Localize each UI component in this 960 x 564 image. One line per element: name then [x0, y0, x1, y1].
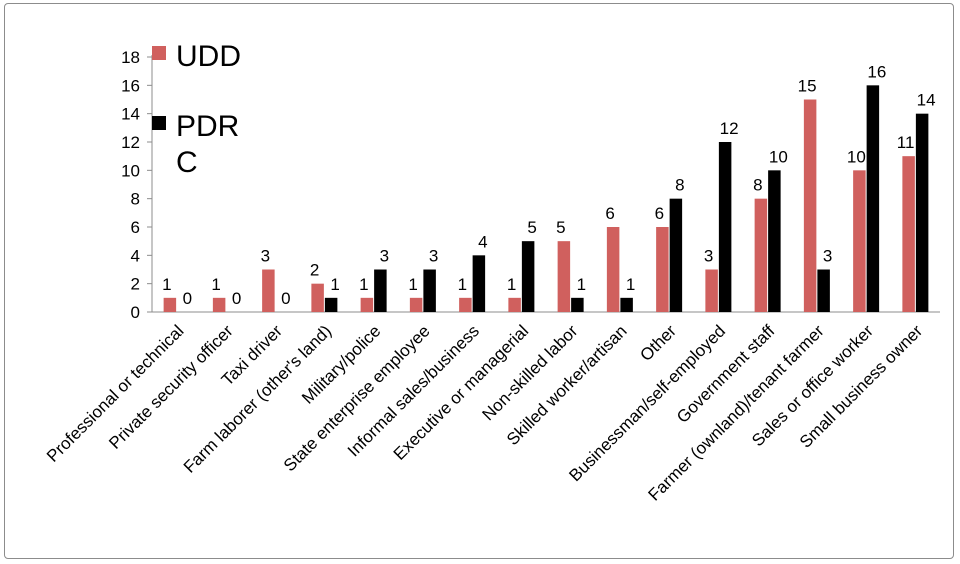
data-label-pdrc: 0 [281, 289, 290, 308]
bar-udd [656, 227, 669, 312]
bar-udd [459, 297, 472, 312]
data-label-pdrc: 5 [527, 218, 536, 237]
y-tick-label: 6 [131, 218, 140, 237]
bar-udd [606, 227, 620, 312]
bar-udd [311, 283, 324, 312]
data-label-udd: 10 [847, 147, 866, 166]
data-label-udd: 5 [556, 218, 565, 237]
bar-udd [557, 241, 571, 312]
bar-pdrc [866, 85, 880, 312]
legend-label-pdrc: PDR [176, 110, 239, 143]
data-label-pdrc: 4 [478, 232, 487, 251]
data-label-udd: 8 [753, 176, 762, 195]
bar-pdrc [620, 297, 633, 312]
data-label-udd: 11 [897, 133, 915, 152]
legend-label-udd: UDD [176, 40, 241, 73]
data-label-pdrc: 1 [577, 275, 586, 294]
legend-swatch-udd [152, 46, 166, 60]
bar-udd [212, 297, 226, 312]
y-tick-label: 12 [121, 133, 140, 152]
bar-udd [803, 99, 817, 312]
data-label-udd: 1 [408, 275, 417, 294]
data-label-udd: 1 [458, 275, 467, 294]
bar-pdrc [324, 297, 338, 312]
y-tick-label: 0 [131, 303, 140, 322]
bar-udd [508, 297, 521, 312]
data-label-pdrc: 3 [380, 247, 389, 266]
data-label-udd: 1 [359, 275, 368, 294]
data-label-pdrc: 0 [183, 289, 192, 308]
data-label-udd: 1 [211, 275, 220, 294]
y-tick-label: 2 [131, 275, 140, 294]
data-label-udd: 6 [655, 204, 664, 223]
data-label-pdrc: 10 [769, 147, 788, 166]
data-label-udd: 3 [261, 247, 270, 266]
legend-label-pdrc: C [176, 146, 198, 179]
data-label-pdrc: 8 [675, 176, 684, 195]
data-label-udd: 6 [605, 204, 614, 223]
data-label-pdrc: 16 [867, 62, 886, 81]
legend-swatch-pdrc [152, 116, 166, 130]
bar-udd [360, 297, 374, 312]
bar-pdrc [423, 269, 436, 312]
data-label-udd: 2 [310, 261, 319, 280]
data-label-udd: 1 [162, 275, 171, 294]
y-tick-label: 4 [131, 246, 140, 265]
data-label-pdrc: 1 [626, 275, 635, 294]
data-label-pdrc: 12 [720, 119, 739, 138]
data-label-pdrc: 14 [917, 91, 936, 110]
bar-pdrc [669, 198, 683, 312]
bar-pdrc [374, 269, 387, 312]
x-category-label: Farmer (ownland)/tenant farmer [645, 321, 828, 504]
bar-udd [853, 170, 866, 312]
y-tick-label: 18 [121, 48, 140, 67]
bar-pdrc [817, 269, 830, 312]
bar-udd [163, 297, 177, 312]
bar-udd [409, 297, 423, 312]
bar-udd [902, 156, 915, 312]
y-tick-label: 10 [121, 161, 140, 180]
y-tick-label: 14 [121, 105, 140, 124]
bar-pdrc [521, 241, 535, 312]
y-tick-label: 16 [121, 76, 140, 95]
bar-udd [705, 269, 718, 312]
bar-pdrc [718, 142, 732, 312]
bar-pdrc [768, 170, 781, 312]
bar-udd [262, 269, 275, 312]
data-label-udd: 15 [798, 77, 817, 96]
data-label-udd: 1 [507, 275, 516, 294]
bar-pdrc [915, 113, 929, 313]
bar-pdrc [472, 255, 486, 312]
data-label-pdrc: 0 [232, 289, 241, 308]
data-label-pdrc: 1 [330, 275, 339, 294]
data-label-pdrc: 3 [429, 247, 438, 266]
data-label-udd: 3 [704, 247, 713, 266]
bar-pdrc [571, 297, 584, 312]
y-tick-label: 8 [131, 190, 140, 209]
data-label-pdrc: 3 [823, 247, 832, 266]
bar-udd [754, 198, 768, 312]
x-category-label: Other [636, 321, 680, 365]
